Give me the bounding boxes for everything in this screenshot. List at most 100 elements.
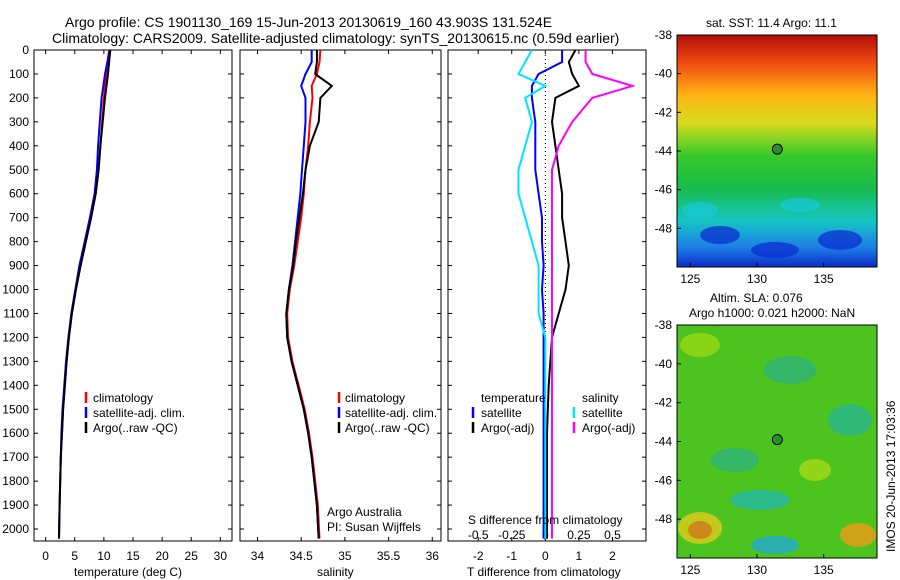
series-line-salinity-satellite xyxy=(517,49,548,539)
annotation-pi-name: PI: Susan Wijffels xyxy=(327,520,421,534)
lat-tick-label: -38 xyxy=(655,28,673,42)
lat-tick-label: -44 xyxy=(655,435,673,449)
temperature-xlabel: temperature (deg C) xyxy=(74,565,182,579)
salinity-panel: 34 34.5 35 35.5 36 salinity climatology sate… xyxy=(239,49,442,579)
lat-tick-label: -48 xyxy=(655,512,673,526)
argo-location-marker xyxy=(771,434,783,446)
difference-ticks: -2 -1 0 1 2-0.5 -0.25 0 0.25 0.5 xyxy=(448,49,646,563)
y-tick-label: 1100 xyxy=(3,306,29,320)
anomaly-patch xyxy=(680,333,720,357)
series-line-salinity-argo-adj- xyxy=(551,50,637,539)
sst-map: sat. SST: 11.4 Argo: 11.1 125 130 135 -38 -4… xyxy=(655,16,878,286)
temperature-panel: 0 5 10 15 20 25 300100200300400500600700800900… xyxy=(2,43,233,579)
lon-tick-label: 130 xyxy=(747,272,767,286)
y-tick-label: 400 xyxy=(9,139,29,153)
x-tick-label: -2 xyxy=(473,549,484,563)
y-tick-label: 1500 xyxy=(2,402,29,416)
salinity-ticks: 34 34.5 35 35.5 36 xyxy=(240,49,441,563)
legend-label-climatology: climatology xyxy=(345,391,405,405)
cyan-patch xyxy=(682,202,718,218)
legend-label-sal-satellite: satellite xyxy=(582,406,623,420)
lon-tick-label: 125 xyxy=(680,272,700,286)
y-tick-label: 2000 xyxy=(2,522,29,536)
legend-label-temp-argo: Argo(-adj) xyxy=(481,421,534,435)
temperature-axes xyxy=(33,49,233,542)
y-tick-label: 500 xyxy=(9,163,29,177)
salinity-axes xyxy=(239,49,442,542)
legend-label-temp-satellite: satellite xyxy=(481,406,522,420)
x-tick-label: 34.5 xyxy=(289,549,313,563)
s-difference-xlabel: S difference from climatology xyxy=(468,513,623,527)
sla-map-title: Altim. SLA: 0.076 xyxy=(710,291,803,305)
y-tick-label: 1200 xyxy=(2,330,29,344)
legend-label-satellite: satellite-adj. clim. xyxy=(345,406,437,420)
difference-panel: -2 -1 0 1 2-0.5 -0.25 0 0.25 0.5 T difference fr… xyxy=(447,49,647,579)
y-tick-label: 600 xyxy=(9,187,29,201)
difference-lines xyxy=(517,49,637,539)
annotation-argo-australia: Argo Australia xyxy=(327,505,402,519)
legend-label-satellite: satellite-adj. clim. xyxy=(93,406,185,420)
cold-patch xyxy=(818,230,862,250)
cold-patch xyxy=(751,242,799,258)
figure-title-line1: Argo profile: CS 1901130_169 15-Jun-2013… xyxy=(65,14,552,30)
y-tick-label: 1600 xyxy=(2,426,29,440)
cold-patch xyxy=(700,226,740,244)
temperature-ticks: 0 5 10 15 20 25 300100200300400500600700800900… xyxy=(2,43,232,563)
y-tick-label: 1700 xyxy=(2,450,29,464)
sla-map-ticks: 125 130 135 -38 -40 -42 -44 -46 -48 xyxy=(655,318,834,577)
x-tick-label: 34 xyxy=(251,549,265,563)
s-tick-label: 0.5 xyxy=(604,528,621,542)
s-tick-label: -0.5 xyxy=(468,528,489,542)
legend-label-argo: Argo(..raw -QC) xyxy=(93,421,178,435)
x-tick-label: 36 xyxy=(426,549,440,563)
legend-label-argo: Argo(..raw -QC) xyxy=(345,421,430,435)
y-tick-label: 900 xyxy=(9,259,29,273)
sst-map-ticks: 125 130 135 -38 -40 -42 -44 -46 -48 xyxy=(655,28,834,286)
salinity-lines xyxy=(285,49,334,539)
cyan-patch xyxy=(780,198,820,212)
y-tick-label: 800 xyxy=(9,235,29,249)
imos-timestamp-label: IMOS 20-Jun-2013 17:03:36 xyxy=(884,400,898,552)
x-tick-label: 35.5 xyxy=(377,549,401,563)
series-line-temperature-satellite xyxy=(530,50,564,539)
anomaly-patch xyxy=(840,523,876,547)
y-tick-label: 0 xyxy=(22,43,29,57)
anomaly-patch xyxy=(688,521,712,539)
s-tick-label: 0.25 xyxy=(567,528,591,542)
t-difference-xlabel: T difference from climatology xyxy=(467,565,621,579)
x-tick-label: 1 xyxy=(576,549,583,563)
y-tick-label: 1400 xyxy=(2,378,29,392)
y-tick-label: 1900 xyxy=(2,498,29,512)
lat-tick-label: -42 xyxy=(655,396,673,410)
difference-legend: temperature salinity satellite Argo(-adj… xyxy=(471,391,635,435)
lat-tick-label: -40 xyxy=(655,67,673,81)
lat-tick-label: -40 xyxy=(655,357,673,371)
x-tick-label: 30 xyxy=(214,549,228,563)
y-tick-label: 200 xyxy=(9,91,29,105)
x-tick-label: -1 xyxy=(506,549,517,563)
x-tick-label: 5 xyxy=(71,549,78,563)
series-line-argo-raw-qc- xyxy=(58,49,112,539)
anomaly-patch xyxy=(751,536,799,554)
x-tick-label: 2 xyxy=(609,549,616,563)
anomaly-patch xyxy=(764,356,816,384)
salinity-legend: climatology satellite-adj. clim. Argo(..… xyxy=(337,391,437,435)
figure-title-line2: Climatology: CARS2009. Satellite-adjuste… xyxy=(52,30,619,46)
y-tick-label: 100 xyxy=(9,67,29,81)
y-tick-label: 300 xyxy=(9,115,29,129)
x-tick-label: 0 xyxy=(542,549,549,563)
lat-tick-label: -38 xyxy=(655,318,673,332)
series-line-argo-raw-qc- xyxy=(285,50,334,539)
lon-tick-label: 135 xyxy=(814,272,834,286)
y-tick-label: 1300 xyxy=(2,354,29,368)
anomaly-patch xyxy=(828,404,872,436)
x-tick-label: 35 xyxy=(338,549,352,563)
s-tick-label: -0.25 xyxy=(498,528,526,542)
anomaly-patch xyxy=(711,448,759,472)
lat-tick-label: -44 xyxy=(655,144,673,158)
argo-location-marker xyxy=(771,143,783,155)
temperature-lines xyxy=(58,49,112,539)
y-tick-label: 700 xyxy=(9,211,29,225)
temperature-legend: climatology satellite-adj. clim. Argo(..… xyxy=(84,391,185,435)
